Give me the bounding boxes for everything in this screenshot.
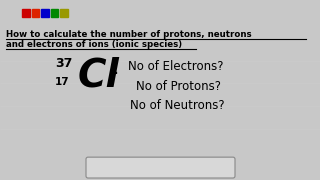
Text: How to calculate the number of protons, neutrons: How to calculate the number of protons, … [6,30,252,39]
Bar [60,9,68,17]
Text: No of Protons?: No of Protons? [136,80,221,93]
Text: No of Electrons?: No of Electrons? [128,60,223,73]
Text: No of Neutrons?: No of Neutrons? [130,99,225,112]
Bar [41,9,49,17]
Text: 17: 17 [55,77,70,87]
Text: –: – [109,64,118,82]
Text: and electrons of ions (ionic species): and electrons of ions (ionic species) [6,40,182,50]
Text: Cl: Cl [78,56,120,94]
Bar [51,9,58,17]
Bar [22,9,29,17]
FancyBboxPatch shape [86,157,235,178]
Bar [31,9,39,17]
Text: 37: 37 [55,57,72,70]
